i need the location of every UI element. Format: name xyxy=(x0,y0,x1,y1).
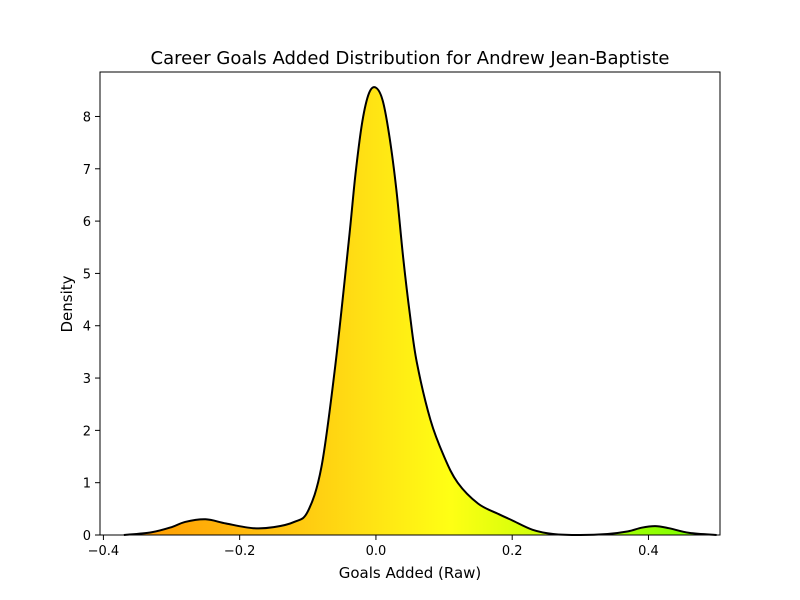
y-tick-label: 3 xyxy=(83,372,91,387)
x-axis-label: Goals Added (Raw) xyxy=(339,564,482,582)
y-tick-label: 0 xyxy=(83,529,91,544)
density-fill-area xyxy=(123,87,717,535)
x-tick-label: −0.2 xyxy=(224,544,256,559)
y-axis-label: Density xyxy=(58,275,76,332)
axes-frame xyxy=(99,71,721,536)
chart-title: Career Goals Added Distribution for Andr… xyxy=(151,48,670,69)
y-tick-label: 2 xyxy=(83,424,91,439)
x-tick-label: −0.4 xyxy=(88,544,120,559)
plot-area xyxy=(123,86,717,537)
x-tick-label: 0.0 xyxy=(366,544,387,559)
x-tick-label: 0.2 xyxy=(502,544,523,559)
y-tick-label: 7 xyxy=(83,163,91,178)
y-tick-label: 4 xyxy=(83,320,91,335)
x-tick-label: 0.4 xyxy=(638,544,659,559)
x-axis-ticks: −0.4 −0.2 0.0 0.2 0.4 xyxy=(88,535,659,559)
y-tick-label: 8 xyxy=(83,110,91,125)
y-tick-label: 5 xyxy=(83,267,91,282)
y-tick-label: 6 xyxy=(83,215,91,230)
y-tick-label: 1 xyxy=(83,477,91,492)
y-axis-ticks: 0 1 2 3 4 5 6 7 8 xyxy=(83,110,100,544)
